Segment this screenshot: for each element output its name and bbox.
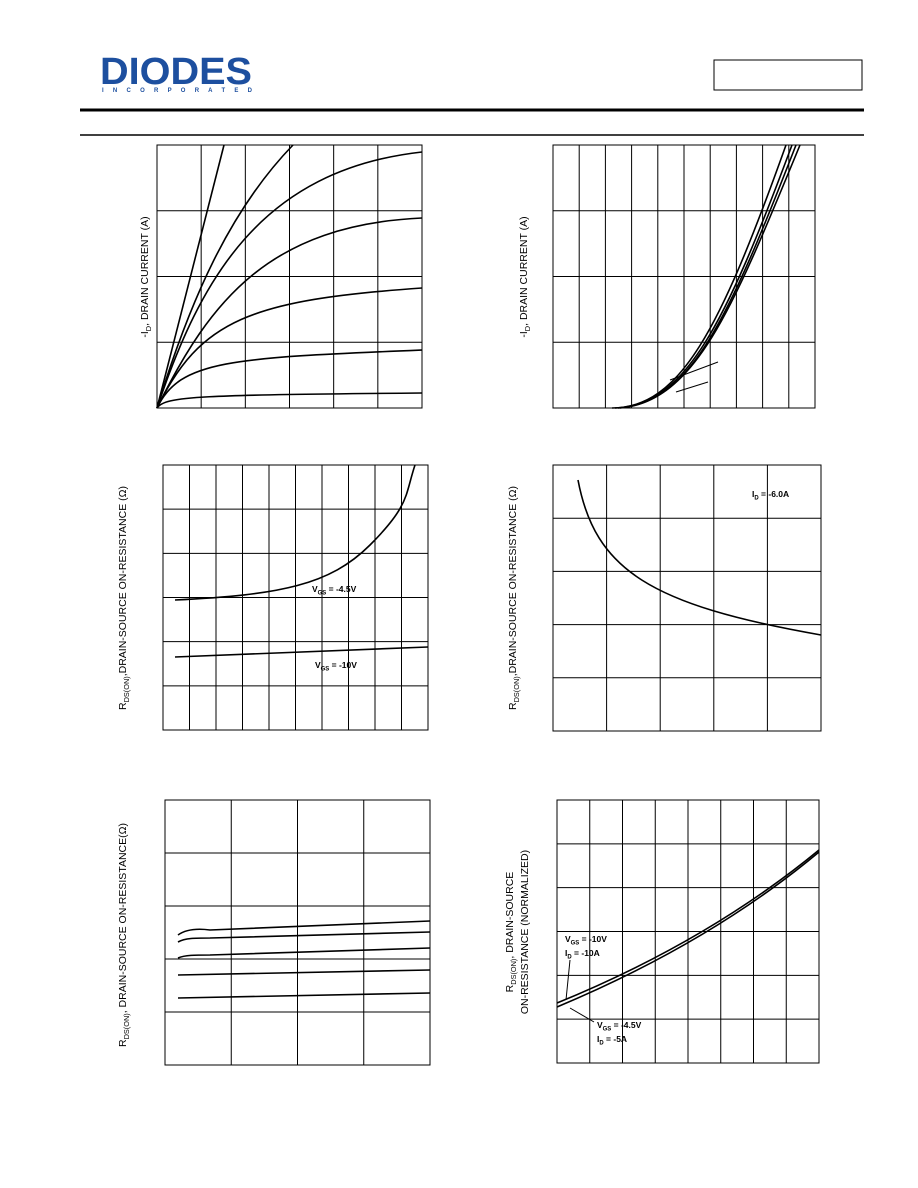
logo: DIODES	[100, 51, 252, 93]
label-part: = -5A	[604, 1034, 627, 1044]
subscript: D	[144, 326, 153, 331]
label-part: R	[507, 702, 519, 710]
label-part: R	[117, 1039, 129, 1047]
subscript: GS	[318, 591, 327, 597]
label-part: V	[597, 1020, 603, 1030]
subscript: DS(ON)	[122, 1013, 131, 1039]
label-part: R	[117, 702, 129, 710]
subscript: D	[599, 1041, 604, 1047]
annotation: ID = -6.0A	[752, 489, 789, 502]
y-axis-label: RDS(ON), DRAIN-SOURCE	[504, 872, 518, 993]
label-part: V	[565, 934, 571, 944]
label-part: I	[597, 1034, 599, 1044]
curves-3	[174, 464, 429, 658]
y-axis-label: -ID, DRAIN CURRENT (A)	[139, 216, 153, 337]
label-part: , DRAIN-SOURCE ON-RESISTANCE(Ω)	[117, 823, 129, 1013]
label-part: ,DRAIN-SOURCE ON-RESISTANCE (Ω)	[507, 486, 519, 676]
label-part: V	[312, 584, 318, 594]
label-part: = -10A	[572, 948, 600, 958]
annotation: VGS = -4.5V	[312, 584, 357, 597]
label-part: I	[752, 489, 754, 499]
subscript: D	[754, 496, 759, 502]
annotation: VGS = -10V	[315, 660, 357, 673]
part-box	[713, 59, 863, 91]
subscript: DS(ON)	[122, 676, 131, 702]
annotation: ID = -5A	[597, 1034, 627, 1047]
y-axis-label: ON-RESISTANCE (NORMALIZED)	[519, 850, 531, 1014]
curves-4	[577, 479, 822, 636]
label-part: , DRAIN-SOURCE	[504, 872, 516, 959]
label-part: R	[504, 984, 516, 992]
y-axis-label: RDS(ON),DRAIN-SOURCE ON-RESISTANCE (Ω)	[117, 486, 131, 710]
label-part: , DRAIN CURRENT (A)	[139, 216, 151, 325]
y-axis-label: RDS(ON),DRAIN-SOURCE ON-RESISTANCE (Ω)	[507, 486, 521, 710]
curves-1	[156, 144, 423, 409]
label-part: = -10V	[329, 660, 357, 670]
subscript: GS	[571, 941, 580, 947]
label-part: , DRAIN CURRENT (A)	[518, 216, 530, 325]
subscript: GS	[321, 667, 330, 673]
label-part: -I	[518, 331, 530, 337]
label-part: I	[565, 948, 567, 958]
label-part: ON-RESISTANCE (NORMALIZED)	[519, 850, 531, 1014]
annotation: VGS = -4.5V	[597, 1020, 642, 1033]
subscript: DS(ON)	[512, 676, 521, 702]
curves-6	[556, 849, 820, 1023]
plot-frame	[552, 464, 822, 732]
curves-5	[177, 920, 431, 999]
y-axis-label: RDS(ON), DRAIN-SOURCE ON-RESISTANCE(Ω)	[117, 823, 131, 1047]
y-axis-label: -ID, DRAIN CURRENT (A)	[518, 216, 532, 337]
annotation: VGS = -10V	[565, 934, 607, 947]
label-part: = -4.5V	[326, 584, 356, 594]
subscript: D	[523, 326, 532, 331]
label-part: = -4.5V	[611, 1020, 641, 1030]
label-part: = -6.0A	[759, 489, 789, 499]
label-part: -I	[139, 331, 151, 337]
subscript: GS	[603, 1027, 612, 1033]
annotation: ID = -10A	[565, 948, 600, 961]
subscript: DS(ON)	[509, 959, 518, 985]
label-part: ,DRAIN-SOURCE ON-RESISTANCE (Ω)	[117, 486, 129, 676]
label-part: V	[315, 660, 321, 670]
label-part: = -10V	[579, 934, 607, 944]
subscript: D	[567, 955, 572, 961]
